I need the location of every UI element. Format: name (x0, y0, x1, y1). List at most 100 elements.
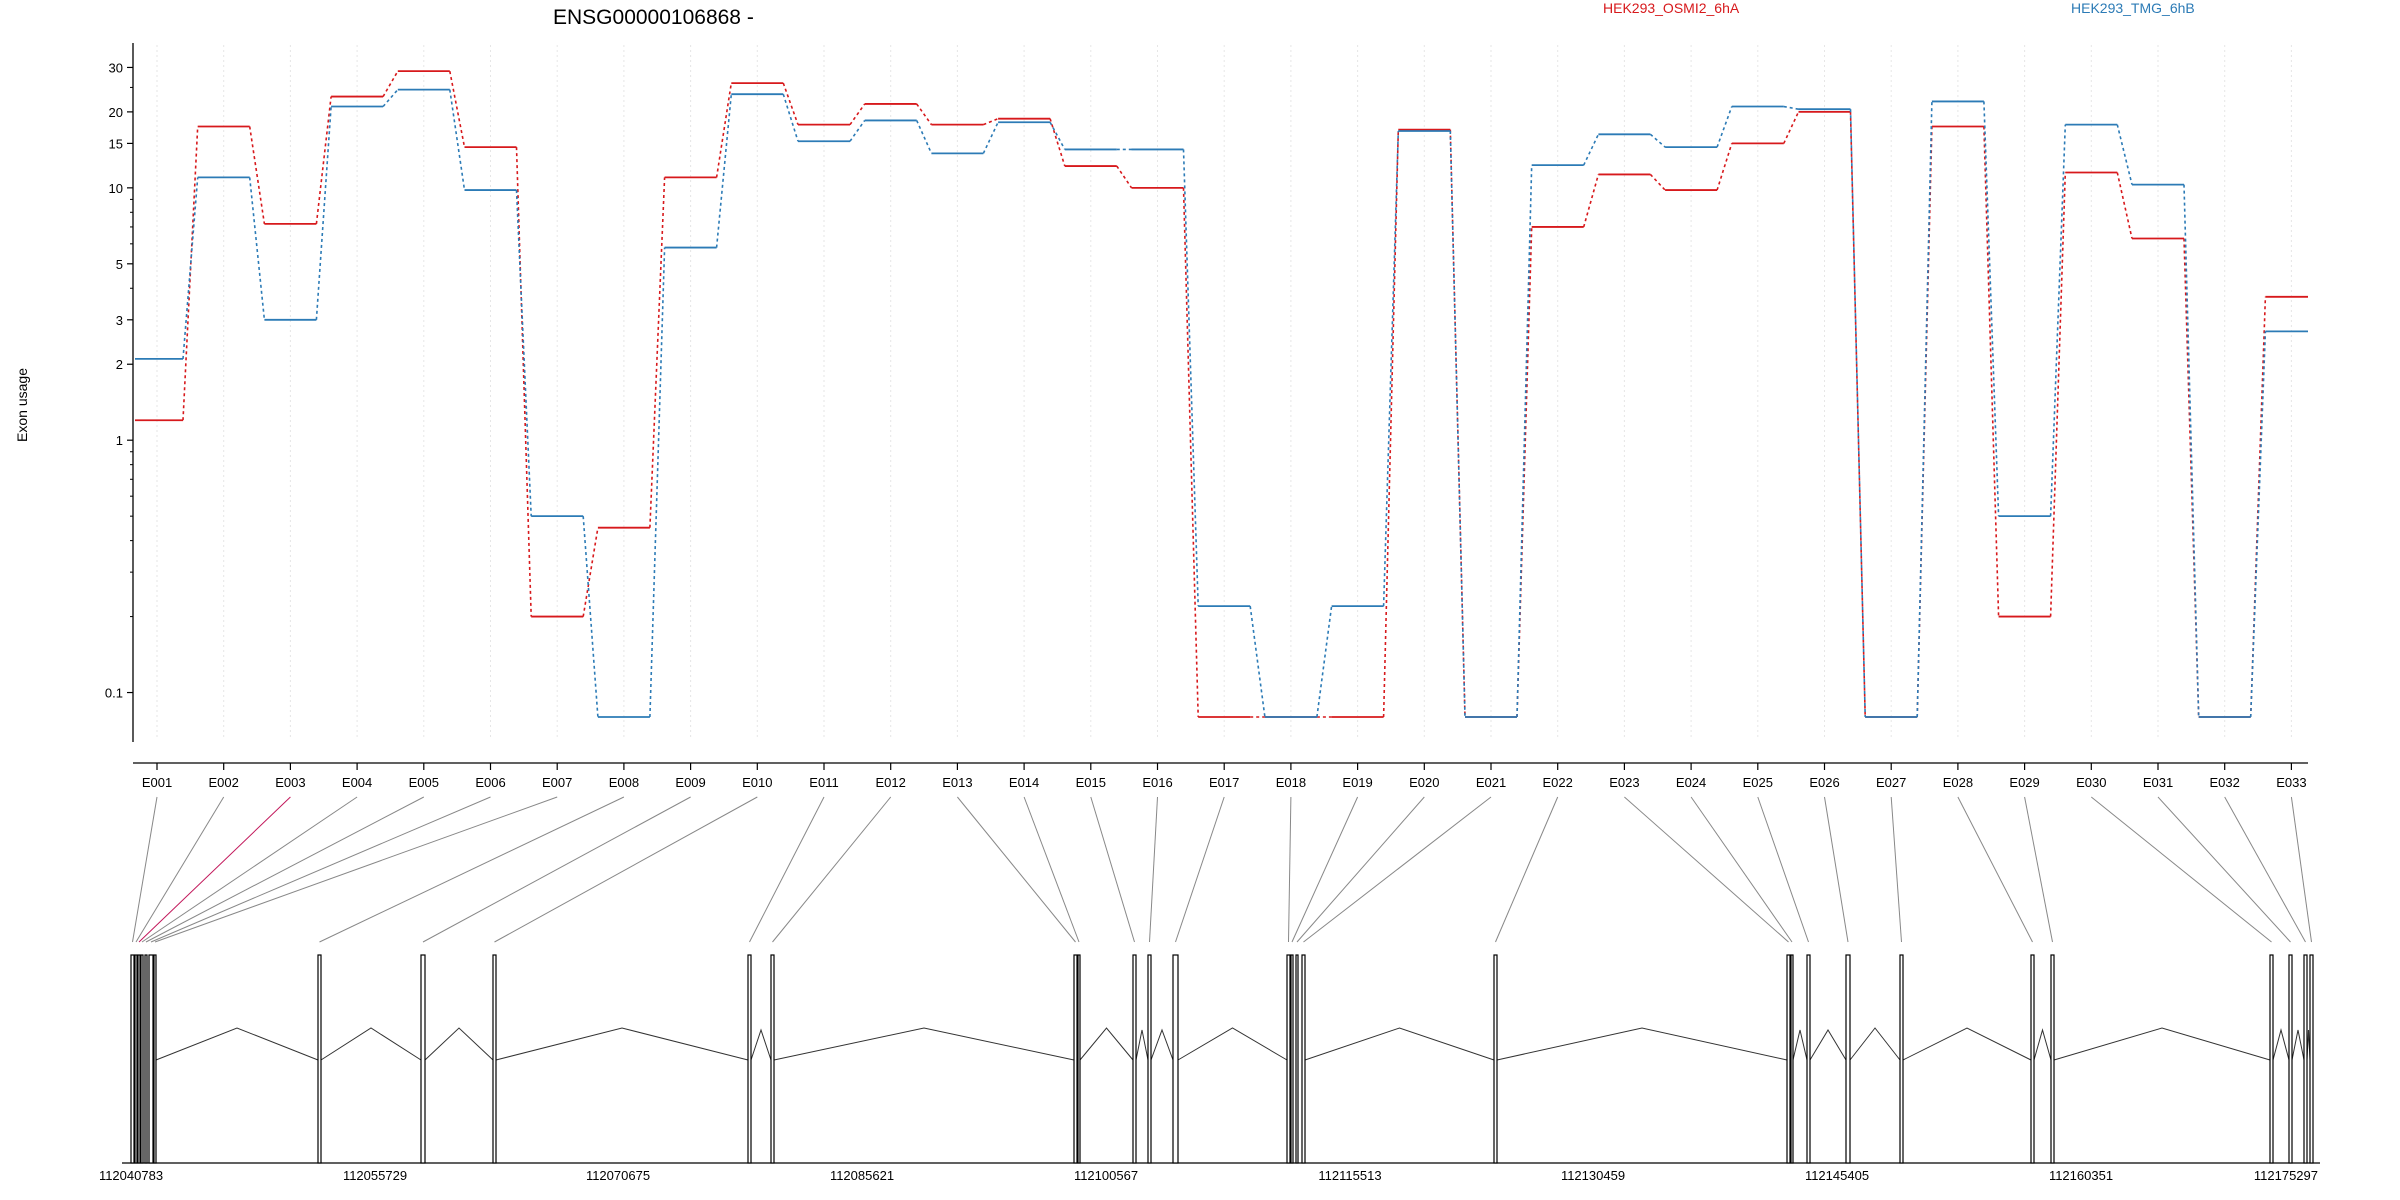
exon-box (134, 954, 138, 1164)
exon-connector (1690, 796, 1793, 943)
transition-line (1116, 165, 1133, 189)
x-tick-label: E030 (2076, 775, 2106, 790)
intron-line (424, 1027, 494, 1061)
exon-connector (1149, 796, 1158, 943)
intron-line (2291, 1029, 2305, 1061)
transition-line (1382, 130, 1400, 607)
transition-line (1716, 106, 1733, 148)
exon-box (1290, 954, 1294, 1164)
exon-box (317, 954, 322, 1164)
transition-line (1316, 606, 1333, 718)
transition-line (1249, 606, 1266, 718)
transition-line (1582, 174, 1600, 228)
transition-line (1449, 130, 1466, 718)
intron-line (1792, 1029, 1808, 1061)
transition-line (515, 190, 532, 517)
x-tick-label: E032 (2210, 775, 2240, 790)
x-tick-label: E017 (1209, 775, 1239, 790)
transition-line (1849, 111, 1866, 718)
y-tick-label: 10 (109, 181, 123, 196)
intron-line (1135, 1029, 1149, 1061)
series-2 (135, 88, 2308, 718)
transition-line (916, 103, 933, 126)
x-tick-label: E004 (342, 775, 372, 790)
x-tick-label: E009 (675, 775, 705, 790)
coordinate-label: 112085621 (830, 1168, 894, 1183)
x-tick-label: E033 (2276, 775, 2306, 790)
exon-box (1301, 954, 1306, 1164)
exon-connector (494, 796, 758, 943)
transition-line (915, 120, 933, 154)
coordinate-label: 112040783 (99, 1168, 163, 1183)
x-tick-label: E023 (1609, 775, 1639, 790)
exon-connector (1824, 796, 1849, 943)
exon-box (1845, 954, 1851, 1164)
transition-line (1582, 133, 1600, 166)
axes (132, 43, 2308, 764)
transition-line (449, 71, 466, 148)
transition-line (1049, 121, 1066, 150)
exon-connector (1890, 796, 1902, 943)
intron-line (1150, 1028, 1174, 1061)
transition-line (782, 82, 799, 125)
x-tick-label: E028 (1943, 775, 1973, 790)
legend-series-2: HEK293_TMG_6hB (2071, 0, 2195, 16)
y-tick-label: 5 (116, 257, 123, 272)
coordinate-label: 112130459 (1561, 1168, 1625, 1183)
transition-line (582, 516, 599, 718)
transition-line (1716, 143, 1733, 191)
coordinate-label: 112115513 (1318, 1168, 1381, 1183)
intron-line (495, 1027, 749, 1061)
y-tick-labels: 0.1 1 2 3 5 10 15 20 30 (105, 60, 133, 701)
x-tick-label: E002 (209, 775, 239, 790)
x-tick-label: E015 (1076, 775, 1106, 790)
transition-line (1516, 226, 1533, 718)
legend-series-1: HEK293_OSMI2_6hA (1603, 0, 1740, 16)
intron-line (2033, 1028, 2052, 1061)
exon-connector (2290, 796, 2312, 943)
transition-line (2049, 172, 2067, 617)
coordinate-label: 112160351 (2049, 1168, 2113, 1183)
transition-line (2249, 331, 2267, 718)
coordinate-label: 112070675 (586, 1168, 650, 1183)
x-tick-label: E001 (142, 775, 172, 790)
x-tick-labels: E001 E002 E003 E004 E005 E006 E007 E008 E009 E010… (142, 763, 2307, 790)
intron-line (1177, 1027, 1288, 1061)
exon-box (420, 954, 426, 1164)
exon-box (130, 954, 135, 1164)
exon-box (1147, 954, 1152, 1164)
exon-connector (749, 796, 825, 943)
exon-connector (135, 796, 225, 943)
transition-line (982, 121, 999, 154)
exon-connector (154, 796, 558, 943)
transition-line (2116, 172, 2133, 239)
exon-box (2288, 954, 2293, 1164)
transition-line (782, 93, 799, 142)
exon-connector (141, 796, 358, 943)
exon-connector (1624, 796, 1789, 943)
exon-box (140, 954, 144, 1164)
intron-line (1079, 1027, 1134, 1061)
transition-line (649, 177, 666, 528)
intron-line (1304, 1027, 1495, 1061)
intron-line (155, 1027, 319, 1061)
transition-line (983, 117, 999, 126)
transition-line (1649, 133, 1666, 148)
x-tick-label: E013 (942, 775, 972, 790)
x-tick-label: E016 (1142, 775, 1172, 790)
y-tick-label: 20 (109, 105, 123, 120)
coordinate-label: 112175297 (2254, 1168, 2318, 1183)
exon-box (1790, 954, 1794, 1164)
x-tick-label: E025 (1743, 775, 1773, 790)
intron-line (320, 1027, 422, 1061)
x-tick-label: E010 (742, 775, 772, 790)
exon-box (1493, 954, 1498, 1164)
x-tick-label: E012 (876, 775, 906, 790)
exon-box (1295, 954, 1299, 1164)
exon-box (1899, 954, 1904, 1164)
exon-box (1286, 954, 1291, 1164)
exon-connector (138, 796, 291, 943)
transition-line (2116, 124, 2133, 185)
exon-connector (2157, 796, 2291, 943)
transition-line (1182, 187, 1199, 718)
